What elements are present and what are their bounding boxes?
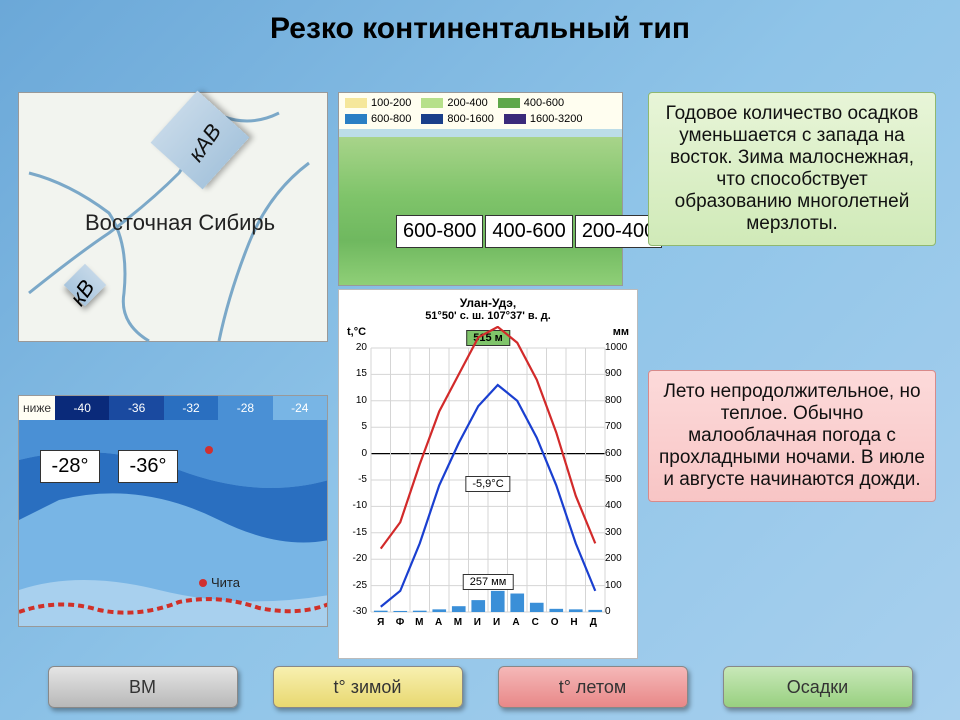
button-row: ВМ t° зимой t° летом Осадки <box>0 666 960 708</box>
scale-label: ниже <box>19 401 55 415</box>
btn-vm[interactable]: ВМ <box>48 666 238 708</box>
temp-box: -36° <box>118 450 178 483</box>
precip-map: 100-200200-400400-600600-800800-16001600… <box>338 92 623 286</box>
text-winter: Годовое количество осадков уменьшается с… <box>648 92 936 246</box>
temp-tick: -24 <box>273 396 327 420</box>
precip-value-boxes: 600-800400-600200-400 <box>396 215 662 248</box>
temp-tick: -36 <box>109 396 163 420</box>
city-chita: Чита <box>199 575 240 590</box>
month-label: М <box>410 617 429 628</box>
page-title: Резко континентальный тип <box>0 12 960 46</box>
btn-precip[interactable]: Осадки <box>723 666 913 708</box>
legend-item: 1600-3200 <box>504 113 583 125</box>
month-label: И <box>487 617 506 628</box>
chart-area: t,°C мм 515 м 20151050-5-10-15-20-25-301… <box>343 326 633 628</box>
chart-coords: 51°50' с. ш. 107°37' в. д. <box>343 310 633 322</box>
temperature-map: ниже-40-36-32-28-24 Чита <box>18 395 328 627</box>
month-label: Ф <box>390 617 409 628</box>
legend-item: 100-200 <box>345 97 411 109</box>
month-label: С <box>526 617 545 628</box>
month-label: Д <box>584 617 603 628</box>
annual-precip-badge: 257 мм <box>463 574 514 590</box>
legend-item: 200-400 <box>421 97 487 109</box>
month-label: А <box>506 617 525 628</box>
temp-box: -28° <box>40 450 100 483</box>
temp-tick: -40 <box>55 396 109 420</box>
avg-t-badge: -5,9°C <box>465 476 510 492</box>
climate-chart: Улан-Удэ, 51°50' с. ш. 107°37' в. д. t,°… <box>338 289 638 659</box>
month-label: И <box>468 617 487 628</box>
precip-box: 600-800 <box>396 215 483 248</box>
month-label: Я <box>371 617 390 628</box>
legend-item: 600-800 <box>345 113 411 125</box>
precip-legend: 100-200 200-400 400-600 600-800 800-1600 1600… <box>339 93 622 129</box>
month-label: Н <box>564 617 583 628</box>
precip-box: 400-600 <box>485 215 572 248</box>
month-label: А <box>429 617 448 628</box>
red-border <box>19 592 327 620</box>
btn-t-summer[interactable]: t° летом <box>498 666 688 708</box>
temp-tick: -32 <box>164 396 218 420</box>
temp-scale: ниже-40-36-32-28-24 <box>19 396 327 420</box>
map-label: Восточная Сибирь <box>85 210 275 236</box>
month-label: О <box>545 617 564 628</box>
month-label: М <box>448 617 467 628</box>
temp-boxes: -28° -36° <box>40 450 178 483</box>
chart-city: Улан-Удэ, <box>343 296 633 310</box>
text-summer: Лето непродолжительное, но теплое. Обычн… <box>648 370 936 502</box>
landmass <box>339 137 622 285</box>
temp-tick: -28 <box>218 396 272 420</box>
btn-t-winter[interactable]: t° зимой <box>273 666 463 708</box>
legend-item: 400-600 <box>498 97 564 109</box>
legend-item: 800-1600 <box>421 113 494 125</box>
